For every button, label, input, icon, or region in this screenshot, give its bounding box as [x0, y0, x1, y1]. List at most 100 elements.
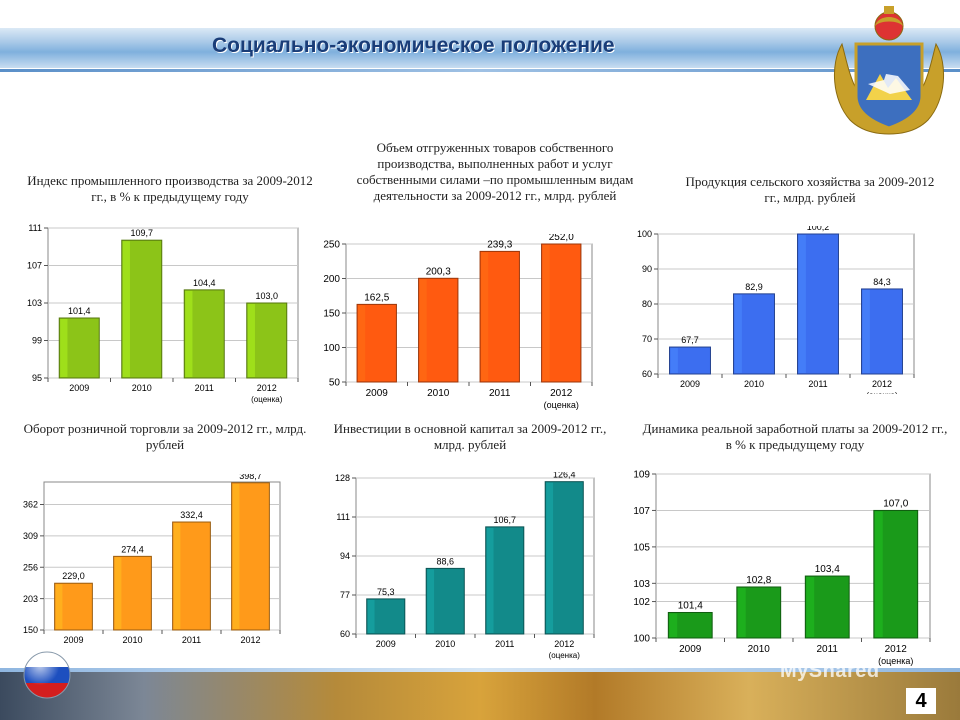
bar-highlight	[60, 319, 68, 377]
x-tick-label: 2009	[679, 644, 702, 655]
header-band	[0, 28, 960, 72]
y-tick-label: 200	[323, 274, 340, 285]
y-tick-label: 80	[642, 299, 652, 309]
bar-highlight	[806, 577, 815, 637]
x-tick-label: 2012	[550, 388, 573, 399]
data-label: 104,4	[193, 278, 216, 288]
bar-highlight	[114, 557, 122, 629]
y-tick-label: 99	[32, 336, 42, 346]
bar-highlight	[481, 252, 489, 381]
bar-group: 239,3	[479, 239, 520, 383]
bar-highlight	[486, 527, 494, 633]
x-tick-label: 2009	[376, 639, 396, 649]
page-title: Социально-экономическое положение	[212, 34, 615, 57]
y-tick-label: 107	[633, 506, 650, 517]
chart-svg: 50 100 150 200 250 2009 162,5 2010 200,3 2011 239,…	[323, 234, 593, 410]
chart-title-retail-trade: Оборот розничной торговли за 2009-2012 г…	[23, 421, 307, 452]
data-label: 126,4	[553, 472, 576, 480]
x-tick-label: 2011	[489, 388, 511, 399]
footer-photo-band	[0, 672, 960, 720]
x-tick-label: 2012	[872, 379, 892, 389]
y-tick-label: 150	[23, 625, 38, 635]
bar-group: 75,3	[366, 587, 406, 635]
bar-highlight	[874, 511, 883, 637]
x-tick-sublabel: (оценка)	[866, 391, 898, 394]
data-label: 67,7	[681, 335, 699, 345]
data-label: 274,4	[121, 544, 144, 554]
bar-group: 100,2	[797, 226, 839, 375]
y-tick-label: 103	[27, 298, 42, 308]
footer-strip	[0, 668, 960, 673]
chart-real-wages: 100 102 103 105 107 109 2009 101,4 2010 102,8 2011…	[622, 466, 934, 676]
x-tick-label: 2009	[69, 383, 89, 393]
data-label: 398,7	[239, 474, 262, 481]
y-tick-label: 111	[28, 223, 42, 233]
y-tick-label: 128	[335, 473, 350, 483]
bar-group: 103,4	[804, 564, 850, 639]
chart-svg: 100 102 103 105 107 109 2009 101,4 2010 102,8 2011…	[633, 470, 931, 666]
bar-highlight	[737, 587, 746, 637]
y-tick-label: 105	[633, 542, 650, 553]
bar-group: 332,4	[172, 510, 211, 631]
chart-svg: 150 203 256 309 362 2009 229,0 2010 274,4 2011 332…	[23, 474, 281, 645]
bar-group: 101,4	[58, 306, 100, 379]
chart-title-shipped-goods: Объем отгруженных товаров собственного п…	[356, 140, 634, 203]
y-tick-label: 90	[642, 264, 652, 274]
bar-group: 82,9	[733, 282, 775, 375]
x-tick-sublabel: (оценка)	[549, 651, 581, 660]
bar-group: 229,0	[54, 571, 93, 631]
y-tick-label: 70	[642, 334, 652, 344]
y-tick-label: 60	[642, 369, 652, 379]
x-tick-label: 2012	[240, 635, 260, 645]
chart-retail-trade: 150 203 256 309 362 2009 229,0 2010 274,4 2011 332…	[14, 474, 286, 658]
y-tick-label: 109	[633, 470, 650, 481]
bar-highlight	[55, 584, 63, 629]
bar-group: 162,5	[356, 292, 397, 383]
x-tick-label: 2012	[885, 644, 908, 655]
y-tick-label: 100	[633, 634, 650, 645]
data-label: 239,3	[487, 239, 512, 250]
data-label: 162,5	[364, 292, 389, 303]
data-label: 84,3	[873, 277, 891, 287]
bar-highlight	[419, 279, 427, 381]
bar-highlight	[542, 245, 550, 381]
bar-highlight	[173, 523, 181, 629]
watermark: MyShared	[780, 660, 880, 682]
y-tick-label: 100	[637, 229, 652, 239]
data-label: 88,6	[436, 556, 454, 566]
data-label: 106,7	[493, 515, 516, 525]
x-tick-label: 2010	[744, 379, 764, 389]
bar-highlight	[232, 483, 240, 629]
y-tick-label: 111	[336, 512, 350, 522]
bar-group: 88,6	[425, 556, 465, 635]
data-label: 75,3	[377, 587, 395, 597]
bar-group: 252,0	[541, 234, 582, 383]
bar-highlight	[670, 348, 678, 373]
y-tick-label: 362	[23, 500, 38, 510]
x-tick-label: 2011	[816, 644, 838, 655]
bar-group: 107,0	[873, 498, 919, 639]
coat-of-arms-icon	[833, 6, 945, 135]
x-tick-label: 2010	[132, 383, 152, 393]
bar-highlight	[185, 290, 193, 377]
bar-group: 101,4	[667, 600, 713, 639]
x-tick-label: 2009	[680, 379, 700, 389]
x-tick-label: 2011	[182, 635, 201, 645]
chart-title-agriculture: Продукция сельского хозяйства за 2009-20…	[685, 174, 935, 205]
data-label: 102,8	[746, 575, 771, 586]
chart-svg: 60 70 80 90 100 2009 67,7 2010 82,9 2011 100,2 2012…	[637, 226, 915, 394]
bar-highlight	[734, 294, 742, 373]
x-tick-sublabel: (оценка)	[251, 395, 283, 404]
y-tick-label: 256	[23, 562, 38, 572]
x-tick-label: 2012	[257, 383, 277, 393]
x-tick-label: 2012	[554, 639, 574, 649]
x-tick-label: 2010	[122, 635, 142, 645]
y-tick-label: 60	[340, 629, 350, 639]
data-label: 109,7	[130, 228, 153, 238]
x-tick-label: 2010	[427, 388, 450, 399]
x-tick-label: 2011	[195, 383, 214, 393]
bar-highlight	[122, 241, 130, 377]
y-tick-label: 100	[323, 343, 340, 354]
bar-highlight	[247, 304, 255, 377]
data-label: 107,0	[883, 498, 908, 509]
